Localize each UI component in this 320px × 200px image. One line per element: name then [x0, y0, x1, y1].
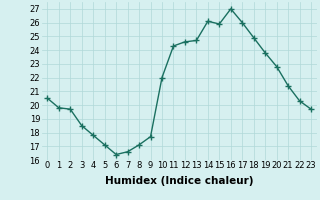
X-axis label: Humidex (Indice chaleur): Humidex (Indice chaleur): [105, 176, 253, 186]
